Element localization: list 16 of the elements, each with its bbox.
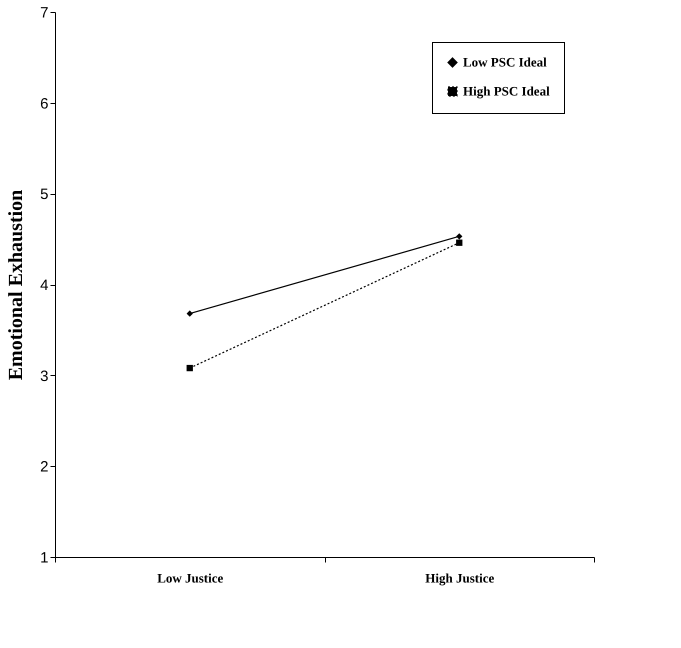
y-tick-label: 2: [40, 458, 48, 476]
y-tick-label: 6: [40, 95, 48, 112]
point: [456, 233, 462, 240]
y-tick-label: 1: [40, 550, 48, 566]
y-tick-label: 3: [40, 368, 48, 385]
legend-label: Low PSC Ideal: [463, 54, 548, 70]
point: [186, 310, 193, 317]
y-tick-label: 4: [40, 277, 48, 294]
point: [456, 240, 462, 246]
legend-label: High PSC Ideal: [463, 84, 550, 98]
x-tick-label: High Justice: [425, 570, 494, 586]
point: [186, 364, 193, 372]
y-tick-label: 5: [40, 186, 48, 204]
y-axis-title: Emotional Exhaustion: [5, 190, 28, 380]
y-tick-label: 7: [40, 4, 48, 22]
x-tick-label: Low Justice: [157, 570, 224, 586]
